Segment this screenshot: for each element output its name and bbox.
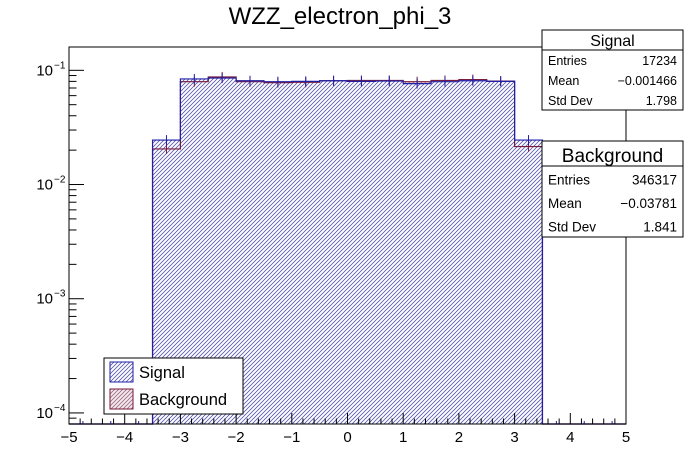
signal-bar (375, 81, 404, 425)
stats-box-frame (541, 29, 684, 111)
signal-bar (486, 81, 515, 424)
y-tick-label-exponent: −1 (54, 60, 66, 71)
signal-bar (319, 80, 348, 424)
x-tick-label: 0 (343, 429, 351, 446)
stats-row-value: 17234 (642, 54, 677, 68)
stats-row-label: Entries (548, 173, 590, 188)
x-tick-label: −3 (172, 429, 189, 446)
stats-row-value: 346317 (632, 173, 677, 188)
stats-box-title: Background (562, 146, 663, 167)
legend-label: Signal (139, 364, 185, 382)
stats-row-value: −0.03781 (620, 196, 677, 211)
stats-row-label: Mean (548, 74, 579, 88)
signal-bar (403, 83, 432, 424)
legend-label: Background (139, 391, 227, 409)
stats-row-label: Std Dev (548, 220, 596, 235)
x-tick-label: −4 (116, 429, 133, 446)
x-axis: −5 −4 −3 −2 −1 0 1 2 3 4 5 (60, 413, 630, 446)
signal-bar (263, 81, 292, 424)
stats-row-value: 1.841 (643, 220, 677, 235)
signal-bar (431, 81, 459, 424)
signal-outline (69, 73, 626, 425)
signal-outline-path (69, 77, 626, 425)
chart-title: WZZ_electron_phi_3 (229, 3, 452, 30)
x-tick-label: 1 (399, 429, 407, 446)
y-tick-label-base: 10 (36, 291, 53, 308)
y-tick-label-exponent: −4 (54, 403, 66, 414)
stats-row-label: Std Dev (548, 94, 593, 108)
stats-row-label: Entries (548, 54, 587, 68)
y-tick-label-base: 10 (36, 405, 53, 422)
x-tick-label: 3 (510, 429, 518, 446)
y-tick-label-base: 10 (36, 177, 53, 194)
y-tick-label-exponent: −3 (54, 289, 66, 300)
x-tick-label: 2 (455, 429, 463, 446)
signal-bar (291, 81, 320, 424)
legend: Signal Background (103, 357, 244, 415)
y-tick-label-exponent: −2 (54, 175, 66, 186)
stats-row-value: −0.001466 (618, 74, 677, 88)
signal-bar (458, 80, 487, 424)
signal-bar (347, 81, 376, 424)
x-tick-label: −2 (228, 429, 245, 446)
stats-box-frame (541, 140, 684, 238)
x-tick-label: 4 (566, 429, 574, 446)
y-tick-label-base: 10 (36, 62, 53, 79)
signal-bar (514, 140, 543, 425)
stats-row-label: Mean (548, 196, 582, 211)
background-stats-box: Background Entries 346317 Mean −0.03781 Std D… (541, 140, 684, 238)
legend-swatch-signal (109, 361, 134, 383)
stats-box-title: Signal (590, 33, 634, 50)
x-tick-label: 5 (622, 429, 630, 446)
stats-row-value: 1.798 (646, 94, 677, 108)
legend-swatch-background (109, 388, 134, 410)
x-tick-label: −5 (60, 429, 77, 446)
y-axis: 10−410−310−210−1 (36, 60, 84, 425)
x-tick-label: −1 (283, 429, 300, 446)
